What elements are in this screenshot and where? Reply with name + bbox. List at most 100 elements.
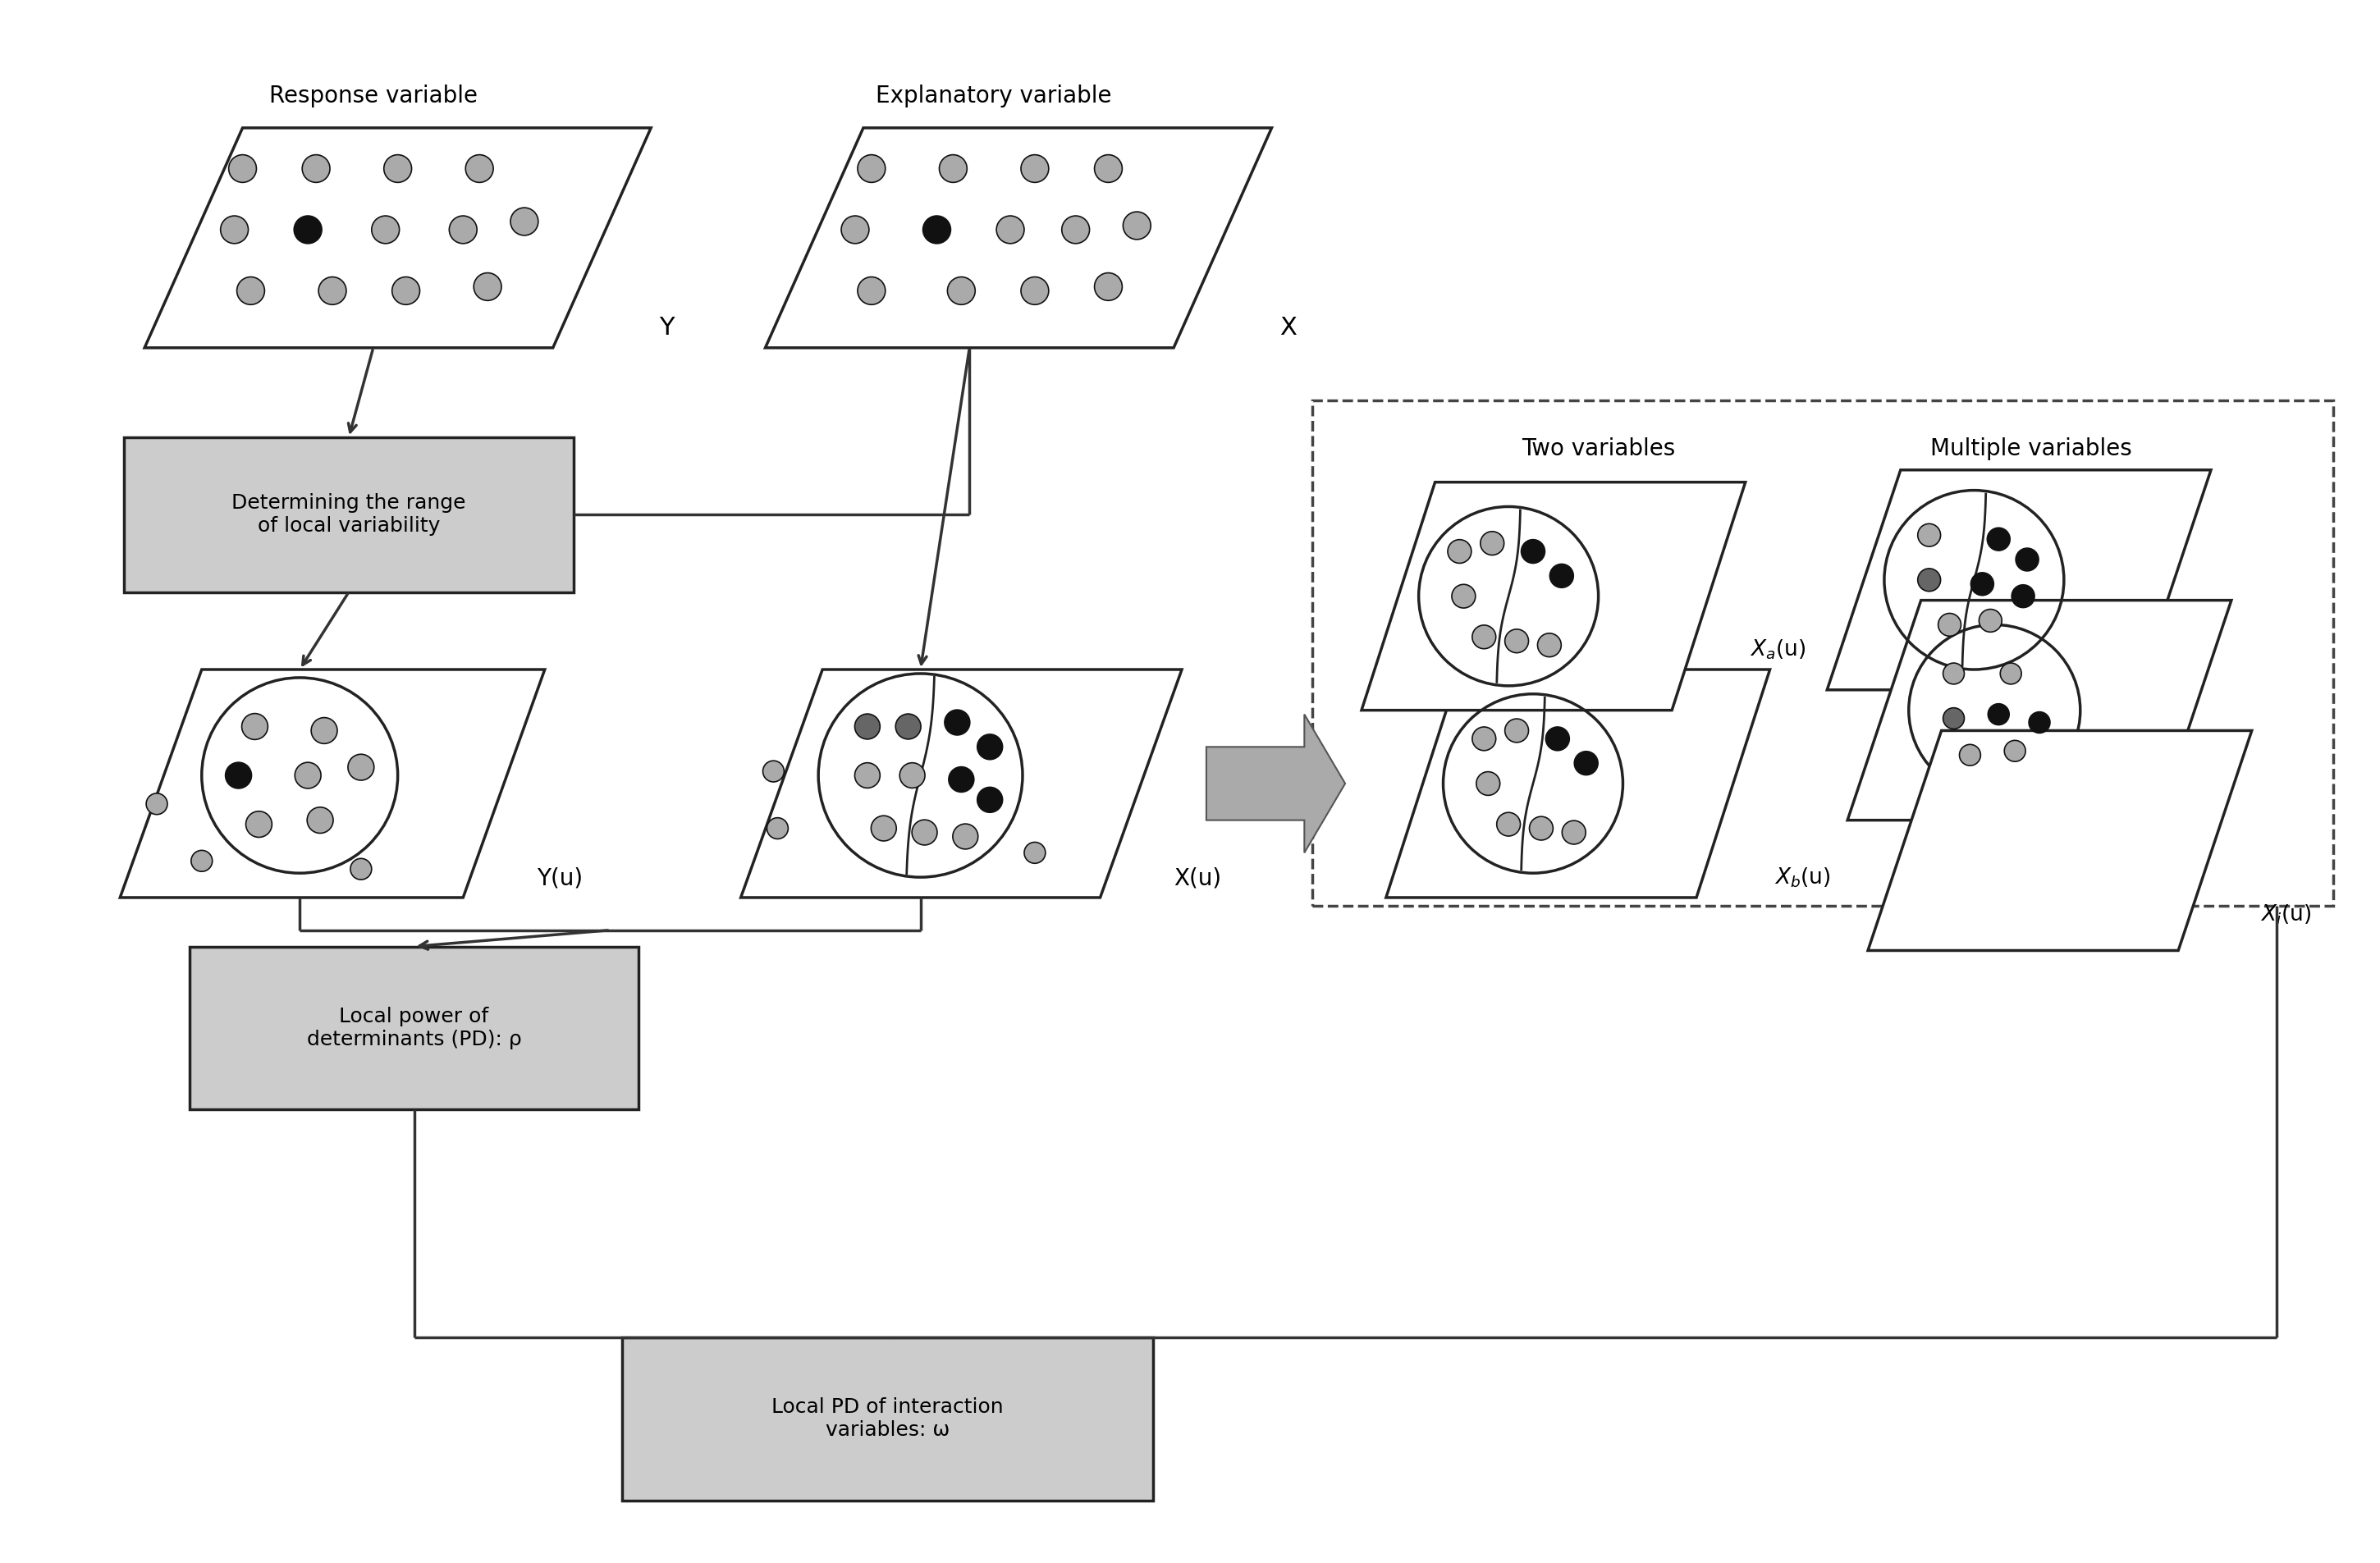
Circle shape [871,816,897,841]
Circle shape [854,714,881,739]
Circle shape [221,216,248,244]
Text: X: X [1280,316,1297,339]
Circle shape [840,216,869,244]
Circle shape [1095,274,1123,300]
Circle shape [857,155,885,183]
Circle shape [1561,821,1585,844]
Circle shape [1452,585,1476,608]
Circle shape [295,216,321,244]
Circle shape [2004,741,2025,761]
Circle shape [1975,805,1997,827]
Circle shape [997,216,1023,244]
Circle shape [895,714,921,739]
Circle shape [1959,744,1980,766]
Circle shape [1937,613,1961,636]
Circle shape [295,763,321,788]
Circle shape [1123,211,1152,239]
Bar [124,438,574,592]
Circle shape [952,824,978,849]
Circle shape [1521,539,1545,563]
Circle shape [1473,727,1497,750]
Circle shape [1980,610,2002,631]
Polygon shape [1868,730,2251,950]
Circle shape [350,858,371,880]
Circle shape [243,713,269,739]
Text: Explanatory variable: Explanatory variable [876,84,1111,108]
Polygon shape [740,669,1183,897]
Text: $X_a$(u): $X_a$(u) [1749,638,1806,661]
Polygon shape [145,128,652,349]
Polygon shape [1361,481,1745,710]
Circle shape [145,794,167,814]
Bar [621,1338,1154,1500]
Circle shape [766,817,788,839]
Circle shape [1537,633,1561,656]
Circle shape [912,819,938,846]
Polygon shape [1828,470,2211,689]
Circle shape [940,155,966,183]
Text: Two variables: Two variables [1521,438,1676,461]
Circle shape [1473,625,1497,649]
Circle shape [1504,719,1528,742]
Circle shape [2025,810,2047,832]
Circle shape [950,767,973,792]
Bar [1311,400,2332,905]
Circle shape [450,216,476,244]
Text: Y(u): Y(u) [536,866,583,889]
Circle shape [1545,727,1568,750]
Text: $X_i$(u): $X_i$(u) [2261,903,2311,925]
Circle shape [1987,528,2011,550]
Circle shape [978,735,1002,760]
Circle shape [474,274,502,300]
Circle shape [1942,708,1963,728]
Circle shape [319,277,345,305]
Polygon shape [1847,600,2232,821]
Circle shape [1999,663,2021,685]
Circle shape [312,717,338,744]
Circle shape [1573,752,1597,775]
Circle shape [1549,564,1573,588]
Circle shape [900,763,926,788]
Polygon shape [1207,714,1345,853]
Circle shape [238,277,264,305]
Circle shape [857,277,885,305]
Circle shape [1497,813,1521,836]
Circle shape [228,155,257,183]
Circle shape [1480,531,1504,555]
Circle shape [1021,155,1050,183]
Circle shape [2025,855,2047,875]
Circle shape [1987,703,2009,725]
Circle shape [302,155,331,183]
Circle shape [1971,572,1994,596]
Text: Local power of
determinants (PD): ρ: Local power of determinants (PD): ρ [307,1007,521,1049]
Circle shape [764,761,783,782]
Circle shape [509,208,538,236]
Circle shape [1918,524,1940,547]
Circle shape [393,277,419,305]
Polygon shape [1385,669,1771,897]
Circle shape [1504,630,1528,653]
Circle shape [1021,277,1050,305]
Circle shape [1530,816,1554,841]
Polygon shape [119,669,545,897]
Circle shape [226,763,252,788]
Text: Multiple variables: Multiple variables [1930,438,2132,461]
Circle shape [1447,539,1471,563]
Circle shape [190,850,212,872]
Text: Local PD of interaction
variables: ω: Local PD of interaction variables: ω [771,1397,1004,1440]
Circle shape [245,811,271,838]
Circle shape [2028,711,2049,733]
Circle shape [1476,772,1499,796]
Circle shape [1023,842,1045,863]
Text: Determining the range
of local variability: Determining the range of local variabili… [231,494,466,536]
Circle shape [1942,663,1963,685]
Circle shape [978,788,1002,813]
Circle shape [1918,569,1940,591]
Text: $X_b$(u): $X_b$(u) [1773,866,1830,889]
Text: Y: Y [659,316,674,339]
Polygon shape [766,128,1271,349]
Circle shape [1975,855,1997,875]
Circle shape [1095,155,1123,183]
Circle shape [466,155,493,183]
Circle shape [1061,216,1090,244]
